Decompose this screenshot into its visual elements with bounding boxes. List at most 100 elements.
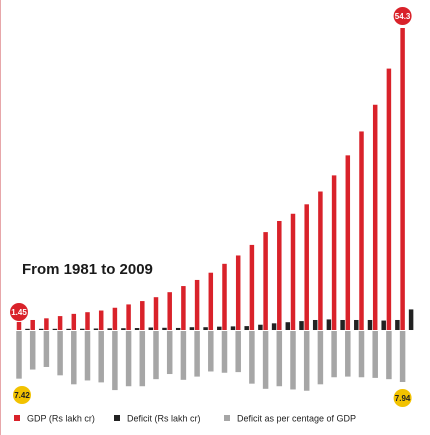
deficit-pct-bar [372, 331, 378, 378]
deficit-bar [107, 328, 112, 330]
deficit-bar [203, 327, 208, 330]
deficit-pct-bar [249, 331, 255, 384]
gdp-bar [290, 213, 296, 330]
deficit-bar [93, 328, 99, 330]
legend-label: Deficit as per centage of GDP [237, 414, 356, 424]
legend-label: GDP (Rs lakh cr) [27, 414, 95, 424]
deficit-bar [285, 322, 291, 330]
deficit-pct-series [16, 331, 406, 391]
deficit-pct-bar [235, 331, 241, 373]
deficit-bar [340, 319, 345, 330]
gdp-series [16, 28, 405, 330]
gdp-value-badge: 1.45 [10, 303, 28, 321]
deficit-pct-bar [180, 331, 187, 380]
data-label: 7.94 [395, 394, 411, 403]
gdp-bar [400, 28, 405, 330]
deficit-pct-bar [221, 331, 228, 373]
legend-swatch [114, 415, 120, 421]
gdp-bar [85, 312, 90, 330]
chart-title: From 1981 to 2009 [22, 261, 153, 278]
legend-item: GDP (Rs lakh cr) [14, 414, 95, 424]
deficit-bar [395, 319, 400, 330]
deficit-pct-bar [16, 331, 22, 379]
gdp-bar [167, 292, 172, 330]
badge-circle [13, 386, 31, 404]
gdp-bar [112, 307, 118, 330]
deficit-pct-bar [208, 331, 214, 372]
deficit-pct-bar [43, 331, 50, 367]
deficit-bar [189, 327, 195, 330]
deficit-pct-bar [290, 331, 296, 390]
deficit-bar [38, 328, 44, 330]
deficit-bar [312, 319, 318, 330]
deficit-bar [354, 319, 359, 330]
gdp-bar [263, 232, 268, 330]
deficit-pct-bar [153, 331, 159, 380]
legend-swatch [224, 415, 230, 421]
deficit-bar [121, 328, 126, 330]
deficit-bar [66, 328, 71, 330]
gdp-bar [153, 297, 159, 330]
gdp-bar [318, 191, 323, 330]
deficit-pct-bar [317, 331, 324, 385]
deficit-pct-bar [345, 331, 351, 377]
gdp-bar [249, 244, 255, 330]
deficit-pct-bar [84, 331, 91, 381]
data-label: 54.3 [395, 12, 411, 21]
legend-item: Deficit as per centage of GDP [224, 414, 356, 424]
gdp-bar [345, 155, 351, 330]
gdp-bar [386, 68, 392, 330]
deficit-series [25, 309, 414, 330]
badge-circle [393, 7, 412, 25]
deficit-bar [52, 328, 58, 330]
gdp-bar [57, 316, 63, 330]
gdp-bar [71, 313, 77, 330]
deficit-pct-bar [57, 331, 63, 376]
deficit-pct-bar [71, 331, 77, 385]
gdp-bar [16, 321, 22, 330]
gdp-bar [44, 318, 49, 330]
legend-label: Deficit (Rs lakh cr) [127, 414, 201, 424]
legend: GDP (Rs lakh cr) Deficit (Rs lakh cr) Defi… [14, 414, 356, 424]
gdp-bar [140, 301, 145, 330]
deficit-bar [175, 327, 181, 330]
legend-swatch [14, 415, 20, 421]
deficit-bar [271, 323, 277, 330]
data-label: 7.42 [14, 391, 30, 400]
gdp-bar [222, 263, 227, 330]
deficit-pct-bar [98, 331, 104, 383]
deficit-bar [217, 326, 222, 330]
deficit-pct-bar [386, 331, 392, 380]
pct-value-badge: 7.94 [393, 389, 412, 407]
legend-item: Deficit (Rs lakh cr) [114, 414, 201, 424]
gdp-bar [304, 204, 309, 330]
gdp-bar [126, 304, 131, 330]
gdp-bar [194, 279, 200, 330]
gdp-bar [30, 319, 35, 330]
deficit-pct-bar [139, 331, 146, 387]
deficit-bar [299, 321, 304, 330]
deficit-bar [408, 309, 414, 330]
deficit-pct-bar [358, 331, 365, 378]
deficit-bar [80, 328, 85, 330]
deficit-pct-bar [399, 331, 406, 382]
deficit-bar [25, 328, 30, 330]
deficit-pct-bar [331, 331, 337, 378]
deficit-pct-bar [276, 331, 283, 387]
deficit-bar [134, 328, 140, 330]
gdp-bar [372, 104, 378, 330]
deficit-bar [326, 319, 332, 330]
pct-value-badge: 7.42 [13, 386, 31, 404]
badge-circle [10, 303, 28, 321]
gdp-bar [98, 310, 104, 330]
data-label: 1.45 [11, 308, 27, 317]
deficit-pct-bar [166, 331, 173, 375]
deficit-bar [162, 327, 167, 330]
badge-circle [393, 389, 412, 407]
gdp-bar [277, 220, 282, 330]
deficit-pct-bar [303, 331, 310, 391]
deficit-pct-bar [194, 331, 200, 377]
deficit-bar [244, 326, 249, 330]
gdp-bar [235, 255, 241, 330]
